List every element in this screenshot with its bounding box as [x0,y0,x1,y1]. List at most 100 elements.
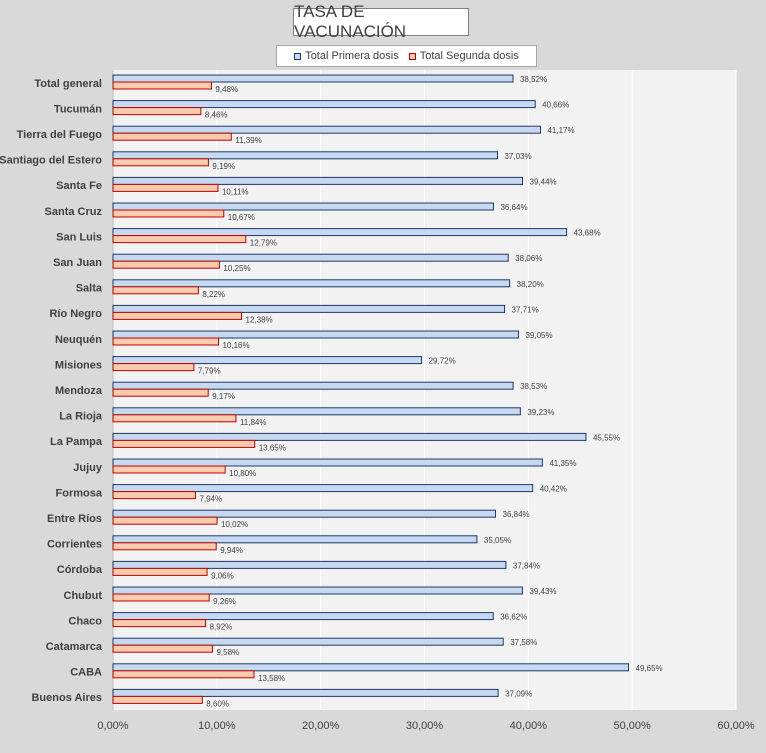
bar-segunda-dosis [112,619,207,628]
category-label: Misiones [55,359,102,371]
data-label-segunda: 10,67% [228,213,255,222]
category-label: Entre Ríos [47,513,102,525]
data-label-primera: 39,05% [525,331,552,340]
category-label: Santa Fe [56,180,102,192]
bar-primera-dosis [112,535,478,544]
bar-primera-dosis [112,407,521,416]
data-label-segunda: 8,46% [205,111,228,120]
category-label: Chubut [64,590,103,602]
data-label-segunda: 11,84% [240,418,267,427]
chart-legend: Total Primera dosis Total Segunda dosis [276,45,537,67]
data-label-segunda: 9,48% [215,85,238,94]
category-label: San Juan [53,257,102,269]
bar-segunda-dosis [112,567,208,576]
bar-segunda-dosis [112,107,202,116]
legend-label-segunda: Total Segunda dosis [419,50,519,62]
data-label-segunda: 11,39% [235,136,262,145]
data-label-segunda: 7,94% [199,495,222,504]
data-label-primera: 37,03% [504,152,531,161]
data-label-primera: 39,44% [530,177,557,186]
data-label-primera: 38,52% [520,75,547,84]
bar-segunda-dosis [112,311,243,320]
data-label-segunda: 10,16% [222,341,249,350]
data-label-primera: 36,62% [500,613,527,622]
data-label-primera: 43,68% [574,229,601,238]
legend-swatch-segunda [408,52,416,60]
bar-segunda-dosis [112,516,218,525]
data-label-segunda: 10,80% [229,469,256,478]
bar-segunda-dosis [112,644,213,653]
x-tick-label: 30,00% [406,720,444,732]
bar-segunda-dosis [112,286,199,295]
data-label-segunda: 9,06% [211,571,234,580]
data-label-segunda: 9,17% [212,392,235,401]
bar-segunda-dosis [112,209,225,218]
bar-primera-dosis [112,612,494,621]
data-label-primera: 37,84% [513,561,540,570]
bar-primera-dosis [112,509,497,518]
bar-primera-dosis [112,74,514,83]
data-label-primera: 40,66% [542,101,569,110]
data-label-primera: 35,05% [484,536,511,545]
bar-segunda-dosis [112,132,232,141]
data-label-primera: 39,43% [529,587,556,596]
bar-primera-dosis [112,202,494,211]
bar-primera-dosis [112,663,630,672]
category-label: Tucumán [54,103,102,115]
data-label-segunda: 8,92% [210,623,233,632]
data-label-segunda: 9,94% [220,546,243,555]
category-label: Formosa [56,487,103,499]
data-label-primera: 37,71% [512,305,539,314]
bar-primera-dosis [112,637,504,646]
x-tick-label: 50,00% [614,720,652,732]
bar-primera-dosis [112,560,507,569]
category-label: San Luis [56,231,102,243]
data-label-segunda: 12,79% [250,239,277,248]
data-label-segunda: 10,02% [221,520,248,529]
data-label-primera: 37,58% [510,638,537,647]
data-label-segunda: 9,19% [212,162,235,171]
bar-segunda-dosis [112,695,203,704]
bar-primera-dosis [112,100,536,109]
bar-primera-dosis [112,253,509,262]
data-label-primera: 36,64% [500,203,527,212]
bar-segunda-dosis [112,593,210,602]
legend-item-segunda: Total Segunda dosis [408,50,519,62]
data-label-segunda: 10,11% [222,187,249,196]
category-label: Mendoza [55,385,103,397]
bar-primera-dosis [112,125,541,134]
legend-swatch-primera [294,52,302,60]
category-label: Corrientes [47,539,102,551]
data-label-primera: 49,65% [636,664,663,673]
data-label-segunda: 13,65% [259,443,286,452]
x-tick-label: 10,00% [198,720,236,732]
bar-segunda-dosis [112,337,219,346]
bar-segunda-dosis [112,235,247,244]
bar-segunda-dosis [112,388,209,397]
category-label: Córdoba [57,564,103,576]
bar-segunda-dosis [112,439,256,448]
data-label-primera: 39,23% [527,408,554,417]
bar-segunda-dosis [112,183,219,192]
bar-primera-dosis [112,176,524,185]
bar-primera-dosis [112,688,499,697]
data-label-primera: 41,35% [549,459,576,468]
data-label-segunda: 13,58% [258,674,285,683]
data-label-primera: 37,09% [505,689,532,698]
bar-primera-dosis [112,484,534,493]
category-label: CABA [70,667,102,679]
category-label: Catamarca [46,641,103,653]
category-label: Salta [76,283,103,295]
bar-segunda-dosis [112,542,217,551]
bar-segunda-dosis [112,414,237,423]
x-tick-label: 0,00% [97,720,128,732]
legend-item-primera: Total Primera dosis [294,50,399,62]
category-label: La Rioja [59,411,103,423]
data-label-primera: 36,84% [503,510,530,519]
category-label: Tierra del Fuego [17,129,103,141]
category-label: Santa Cruz [45,206,103,218]
data-label-segunda: 12,38% [246,315,273,324]
bar-segunda-dosis [112,260,220,269]
bar-segunda-dosis [112,670,255,679]
